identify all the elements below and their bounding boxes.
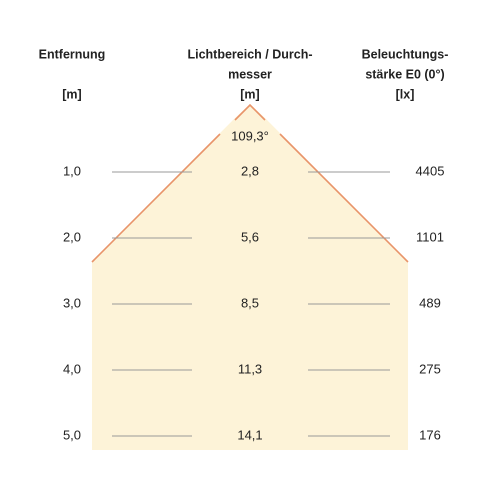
column-header: Lichtbereich / Durch-: [187, 47, 312, 61]
distance-value: 2,0: [63, 229, 81, 244]
illuminance-value: 275: [419, 361, 441, 376]
diameter-value: 11,3: [238, 361, 262, 376]
diameter-value: 8,5: [241, 295, 259, 310]
diameter-value: 14,1: [237, 427, 262, 442]
illuminance-value: 4405: [416, 163, 445, 178]
diameter-value: 5,6: [241, 229, 259, 244]
column-header: Beleuchtungs-: [362, 47, 449, 61]
column-header: Entfernung: [39, 47, 106, 61]
illuminance-value: 489: [419, 295, 441, 310]
column-header: stärke E0 (0°): [365, 67, 444, 81]
cone-apex: [234, 103, 266, 121]
beam-angle: 109,3°: [231, 128, 269, 143]
column-unit: [m]: [240, 87, 259, 101]
content: Entfernung [m] Lichtbereich / Durch-messer…: [39, 47, 449, 442]
cone-edge: [279, 133, 409, 263]
distance-value: 5,0: [63, 427, 81, 442]
light-cone-fill: [92, 104, 408, 450]
cone-edge: [91, 133, 221, 263]
illuminance-value: 176: [419, 427, 441, 442]
column-header: messer: [228, 67, 272, 81]
column-unit: [m]: [62, 87, 81, 101]
diameter-value: 2,8: [241, 163, 259, 178]
distance-value: 3,0: [63, 295, 81, 310]
distance-value: 4,0: [63, 361, 81, 376]
illuminance-value: 1101: [416, 229, 444, 244]
column-unit: [lx]: [396, 87, 415, 101]
distance-value: 1,0: [63, 163, 81, 178]
